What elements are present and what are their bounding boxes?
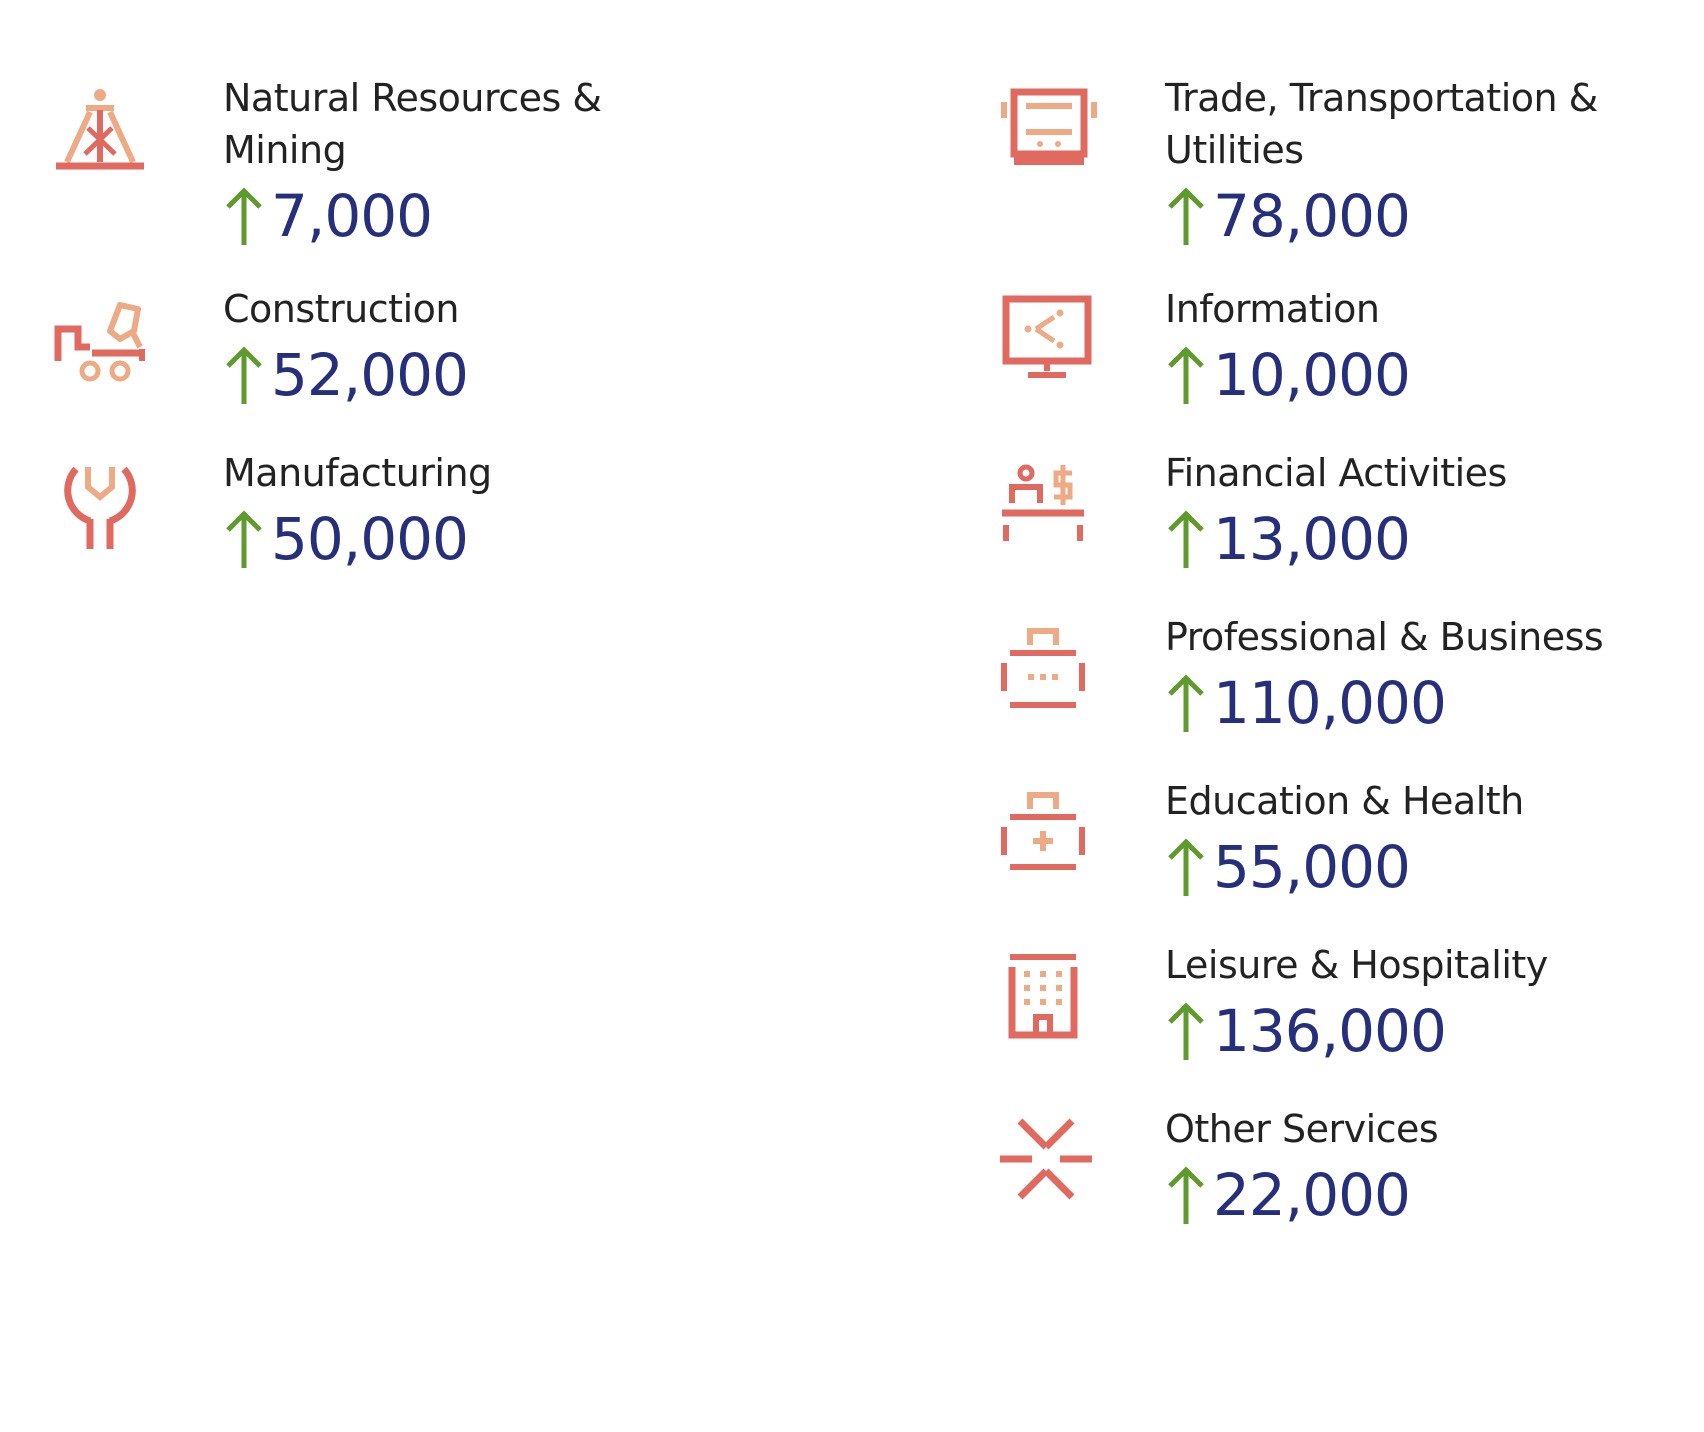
value-row: 10,000 bbox=[1165, 337, 1411, 413]
up-arrow-icon bbox=[1165, 185, 1207, 247]
sector-label: Education & Health bbox=[1165, 779, 1524, 823]
value-row: 78,000 bbox=[1165, 178, 1598, 254]
monitor-share-icon bbox=[1002, 295, 1092, 378]
sector-label: Other Services bbox=[1165, 1107, 1439, 1151]
value-row: 50,000 bbox=[223, 501, 492, 577]
sector-text: Natural Resources & Mining 7,000 bbox=[223, 72, 602, 254]
sector-label-line2: Mining bbox=[223, 128, 347, 172]
up-arrow-icon bbox=[1165, 344, 1207, 406]
job-change-value: 55,000 bbox=[1213, 833, 1411, 901]
value-row: 22,000 bbox=[1165, 1157, 1438, 1233]
sector-label-line2: Utilities bbox=[1165, 128, 1304, 172]
sector-text: Other Services 22,000 bbox=[1165, 1103, 1439, 1233]
job-change-value: 13,000 bbox=[1213, 505, 1411, 573]
briefcase-icon bbox=[1001, 628, 1085, 708]
sector-label: Information bbox=[1165, 287, 1380, 331]
up-arrow-icon bbox=[1165, 508, 1207, 570]
sector-label: Professional & Business bbox=[1165, 615, 1604, 659]
wrench-icon bbox=[64, 466, 136, 549]
tools-cross-icon bbox=[1000, 1118, 1092, 1200]
value-row: 52,000 bbox=[223, 337, 469, 413]
up-arrow-icon bbox=[1165, 672, 1207, 734]
sector-label: Leisure & Hospitality bbox=[1165, 943, 1548, 987]
job-change-value: 10,000 bbox=[1213, 341, 1411, 409]
medical-kit-icon bbox=[1001, 792, 1085, 870]
sector-text: Trade, Transportation & Utilities 78,000 bbox=[1165, 72, 1598, 254]
hotel-icon bbox=[1008, 954, 1078, 1039]
sector-label: Construction bbox=[223, 287, 459, 331]
bank-teller-icon bbox=[1002, 464, 1084, 541]
sector-text: Manufacturing 50,000 bbox=[223, 447, 492, 577]
job-change-value: 136,000 bbox=[1213, 997, 1447, 1065]
value-row: 13,000 bbox=[1165, 501, 1507, 577]
job-change-value: 22,000 bbox=[1213, 1161, 1411, 1229]
up-arrow-icon bbox=[1165, 1000, 1207, 1062]
sector-text: Construction 52,000 bbox=[223, 283, 469, 413]
job-change-value: 50,000 bbox=[271, 505, 469, 573]
sector-label: Natural Resources & bbox=[223, 76, 602, 120]
up-arrow-icon bbox=[223, 344, 265, 406]
job-change-value: 52,000 bbox=[271, 341, 469, 409]
value-row: 55,000 bbox=[1165, 829, 1524, 905]
up-arrow-icon bbox=[223, 508, 265, 570]
up-arrow-icon bbox=[1165, 836, 1207, 898]
excavator-icon bbox=[54, 302, 145, 382]
bus-icon bbox=[1001, 88, 1097, 165]
sector-text: Information 10,000 bbox=[1165, 283, 1411, 413]
sector-text: Leisure & Hospitality 136,000 bbox=[1165, 939, 1548, 1069]
job-change-value: 7,000 bbox=[271, 182, 433, 250]
sector-label: Trade, Transportation & bbox=[1165, 76, 1598, 120]
value-row: 7,000 bbox=[223, 178, 602, 254]
value-row: 136,000 bbox=[1165, 993, 1548, 1069]
job-change-value: 110,000 bbox=[1213, 669, 1447, 737]
sector-text: Professional & Business 110,000 bbox=[1165, 611, 1604, 741]
up-arrow-icon bbox=[1165, 1164, 1207, 1226]
sector-text: Financial Activities 13,000 bbox=[1165, 447, 1507, 577]
sector-label: Manufacturing bbox=[223, 451, 492, 495]
up-arrow-icon bbox=[223, 185, 265, 247]
sector-text: Education & Health 55,000 bbox=[1165, 775, 1524, 905]
value-row: 110,000 bbox=[1165, 665, 1603, 741]
sector-label: Financial Activities bbox=[1165, 451, 1507, 495]
job-change-value: 78,000 bbox=[1213, 182, 1411, 250]
oil-derrick-icon bbox=[56, 89, 144, 170]
